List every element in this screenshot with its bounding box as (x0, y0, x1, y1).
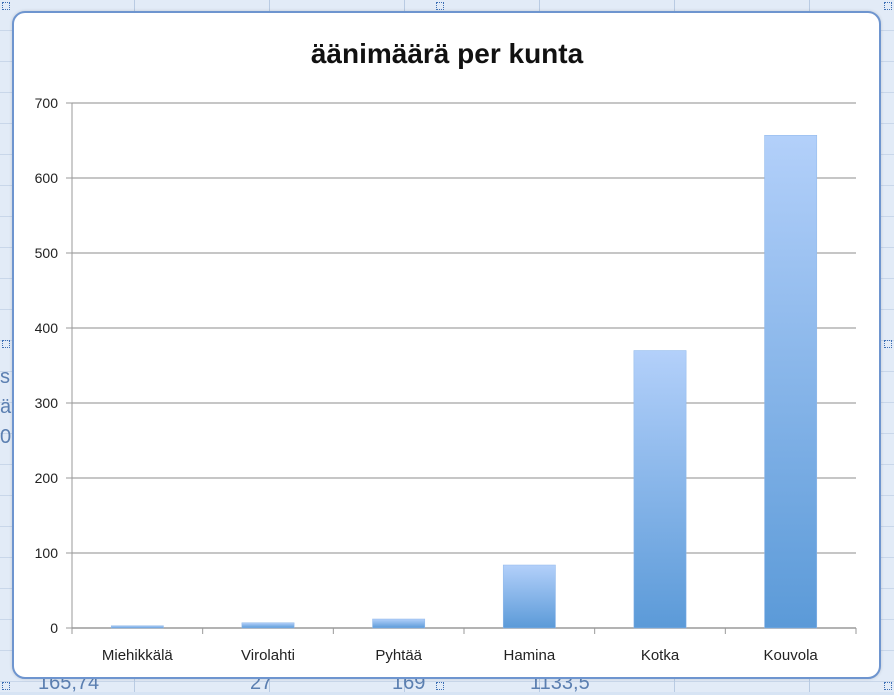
bar-virolahti (241, 622, 295, 629)
bar-kotka (633, 350, 687, 629)
resize-handle-top-left[interactable] (2, 2, 10, 10)
x-tick-label: Miehikkälä (102, 647, 174, 664)
gridlines (72, 102, 856, 554)
sheet-cell-text: ä (0, 396, 12, 418)
sheet-cell-text: s (0, 366, 10, 388)
tick-labels: 0 100 200 300 400 500 600 700 Miehikkälä Virolaht… (35, 95, 819, 664)
bar-hamina (502, 564, 556, 629)
chart-container[interactable] (12, 11, 881, 679)
bars (110, 135, 818, 629)
resize-handle-bottom-right[interactable] (884, 682, 892, 690)
x-tick-label: Hamina (503, 647, 555, 664)
resize-handle-bottom[interactable] (436, 682, 444, 690)
y-tick-label: 200 (35, 470, 59, 486)
y-tick-label: 700 (35, 95, 59, 111)
resize-handle-bottom-left[interactable] (2, 682, 10, 690)
x-tick-label: Kouvola (764, 647, 819, 664)
y-tick-label: 0 (50, 620, 58, 636)
chart-title: äänimäärä per kunta (310, 38, 584, 69)
bar-miehikkälä (110, 625, 164, 629)
x-tick-label: Virolahti (241, 647, 295, 664)
x-tick-label: Kotka (641, 647, 680, 664)
bar-pyhtää (372, 618, 426, 629)
bar-kouvola (764, 135, 818, 629)
resize-handle-left[interactable] (2, 340, 10, 348)
y-tick-label: 600 (35, 170, 59, 186)
y-tick-label: 400 (35, 320, 59, 336)
resize-handle-right[interactable] (884, 340, 892, 348)
y-tick-label: 300 (35, 395, 59, 411)
y-tick-label: 100 (35, 545, 59, 561)
y-tick-label: 500 (35, 245, 59, 261)
resize-handle-top[interactable] (436, 2, 444, 10)
resize-handle-top-right[interactable] (884, 2, 892, 10)
axes (66, 102, 857, 634)
x-tick-label: Pyhtää (375, 647, 422, 664)
sheet-cell-text: 0 (0, 426, 12, 448)
